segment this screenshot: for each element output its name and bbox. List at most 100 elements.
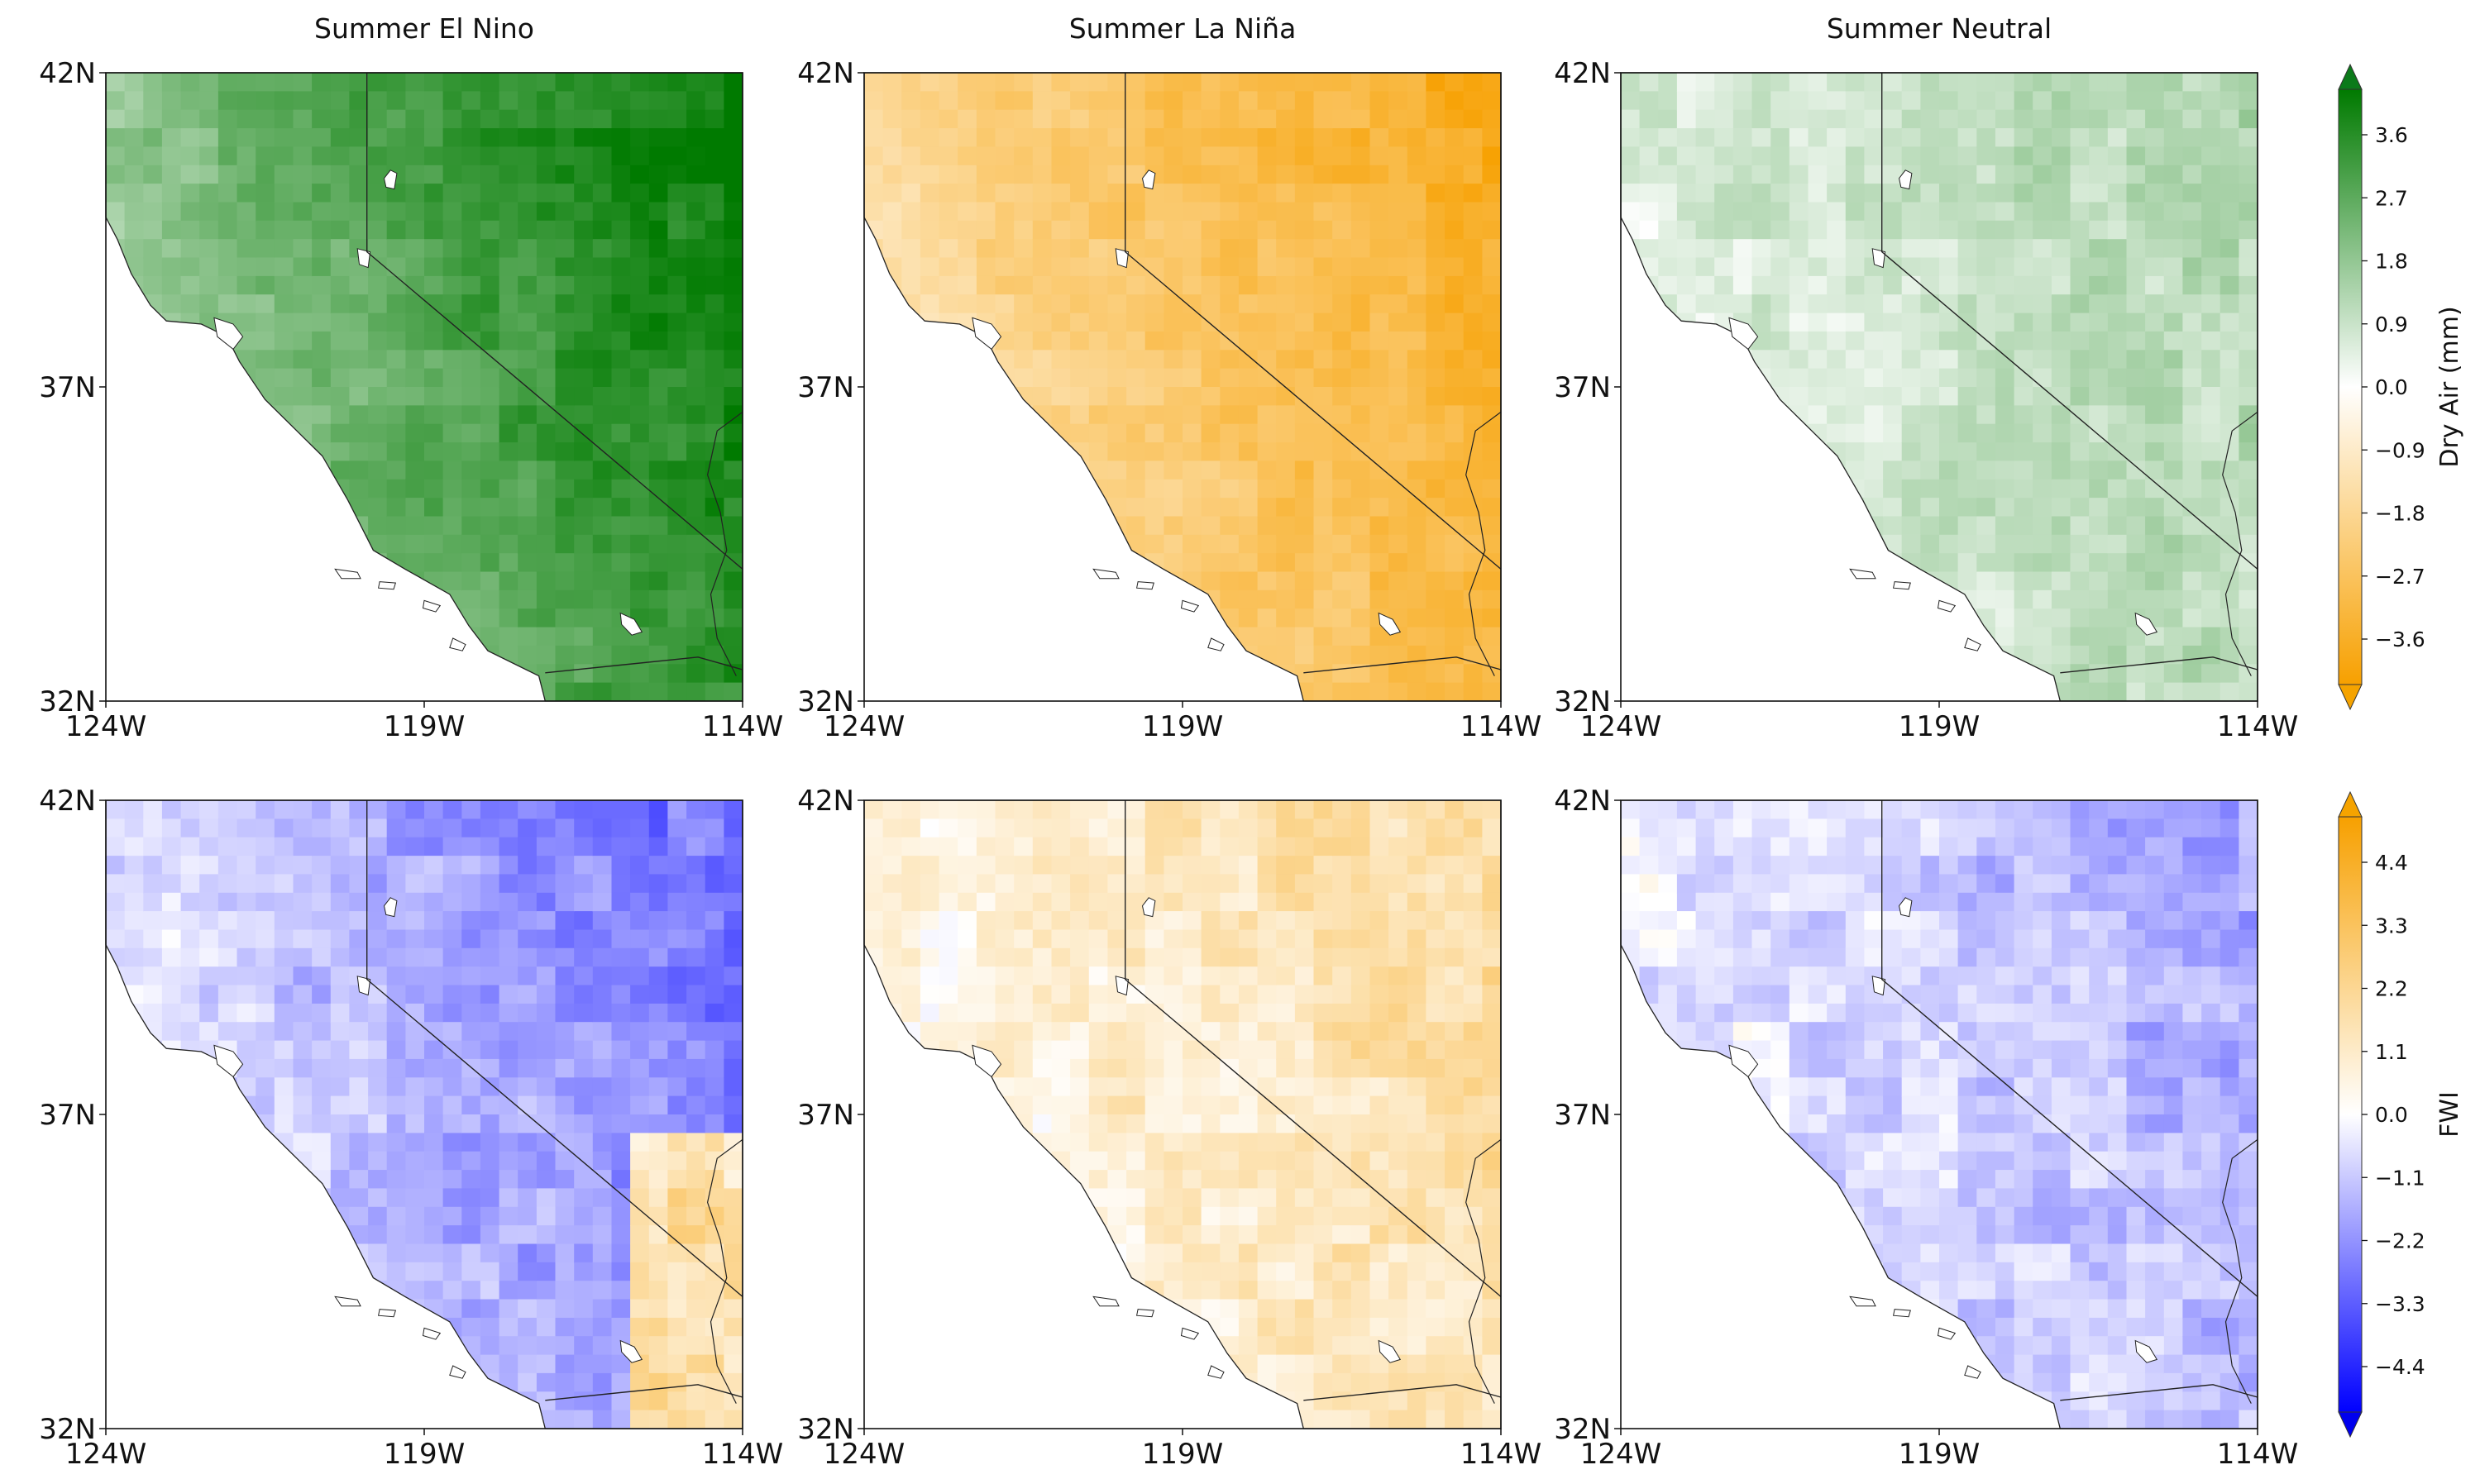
grid-cell	[2089, 682, 2109, 701]
grid-cell	[611, 184, 631, 203]
grid-cell	[901, 645, 921, 666]
grid-cell	[1032, 313, 1053, 332]
grid-cell	[2107, 313, 2128, 332]
grid-cell	[574, 911, 594, 931]
grid-cell	[312, 479, 332, 499]
grid-cell	[106, 294, 126, 314]
grid-cell	[518, 460, 538, 480]
grid-cell	[1808, 479, 1828, 499]
grid-cell	[1070, 220, 1090, 240]
grid-cell	[312, 1058, 332, 1079]
grid-cell	[274, 350, 294, 370]
grid-cell	[386, 387, 407, 407]
grid-cell	[424, 479, 444, 499]
grid-cell	[630, 73, 650, 93]
grid-cell	[237, 1354, 256, 1374]
grid-cell	[536, 1151, 557, 1171]
grid-cell	[386, 1225, 407, 1245]
grid-cell	[349, 331, 369, 351]
grid-cell	[499, 1170, 518, 1190]
grid-cell	[1695, 128, 1715, 148]
grid-cell	[1294, 627, 1315, 647]
grid-cell	[976, 1391, 996, 1411]
grid-cell	[536, 874, 557, 894]
grid-cell	[2163, 405, 2184, 425]
grid-cell	[901, 571, 921, 591]
grid-cell	[1808, 257, 1828, 277]
lat-label: 42N	[797, 57, 854, 90]
grid-cell	[939, 1317, 958, 1338]
grid-cell	[143, 350, 163, 370]
grid-cell	[368, 800, 388, 820]
grid-cell	[1426, 91, 1445, 111]
grid-cell	[1864, 109, 1884, 129]
grid-cell	[518, 856, 538, 876]
grid-cell	[1920, 516, 1940, 536]
grid-cell	[592, 589, 613, 610]
grid-cell	[686, 1206, 706, 1226]
grid-cell	[592, 220, 613, 240]
grid-cell	[976, 1262, 996, 1281]
grid-cell	[592, 1040, 613, 1060]
grid-cell	[1751, 442, 1771, 462]
grid-cell	[901, 73, 921, 93]
grid-cell	[1864, 368, 1884, 388]
grid-cell	[161, 146, 182, 166]
grid-cell	[630, 1206, 650, 1226]
grid-cell	[536, 1372, 557, 1393]
grid-cell	[536, 645, 557, 666]
grid-cell	[1883, 220, 1903, 240]
grid-cell	[124, 1188, 144, 1208]
grid-cell	[1883, 350, 1903, 370]
grid-cell	[1294, 682, 1315, 701]
grid-cell	[1107, 553, 1127, 573]
grid-cell	[1864, 165, 1884, 184]
grid-cell	[256, 442, 275, 462]
grid-cell	[518, 220, 538, 240]
grid-cell	[199, 627, 219, 647]
grid-cell	[442, 1206, 462, 1226]
grid-cell	[217, 1281, 238, 1300]
grid-cell	[499, 516, 518, 536]
grid-cell	[1714, 294, 1734, 314]
grid-cell	[368, 1206, 388, 1226]
grid-cell	[499, 1299, 518, 1319]
grid-cell	[536, 818, 557, 838]
grid-cell	[2107, 423, 2128, 443]
grid-cell	[2126, 516, 2146, 536]
grid-cell	[1482, 368, 1501, 388]
grid-cell	[592, 1262, 613, 1281]
grid-cell	[161, 627, 182, 647]
grid-cell	[1164, 275, 1183, 296]
grid-cell	[1901, 109, 1922, 129]
grid-cell	[461, 837, 481, 857]
grid-cell	[555, 184, 575, 203]
grid-cell	[480, 682, 500, 701]
grid-cell	[106, 966, 126, 986]
grid-cell	[864, 818, 884, 838]
grid-cell	[217, 146, 238, 166]
grid-cell	[1658, 313, 1678, 332]
grid-cell	[405, 874, 425, 894]
grid-cell	[2201, 423, 2221, 443]
grid-cell	[2033, 73, 2052, 93]
grid-cell	[1732, 220, 1753, 240]
grid-cell	[882, 1281, 902, 1300]
lon-label: 119W	[384, 1438, 466, 1471]
grid-cell	[274, 1040, 294, 1060]
grid-cell	[705, 1317, 725, 1338]
grid-cell	[106, 1317, 126, 1338]
grid-cell	[1770, 571, 1790, 591]
grid-cell	[724, 423, 743, 443]
grid-cell	[2182, 608, 2202, 628]
island	[1207, 637, 1225, 651]
grid-cell	[667, 553, 687, 573]
grid-cell	[1658, 627, 1678, 647]
grid-cell	[648, 1262, 669, 1281]
grid-cell	[882, 1170, 902, 1190]
grid-cell	[536, 1206, 557, 1226]
grid-cell	[611, 1188, 631, 1208]
grid-cell	[1714, 553, 1734, 573]
grid-cell	[424, 1077, 444, 1097]
grid-cell	[1732, 165, 1753, 184]
